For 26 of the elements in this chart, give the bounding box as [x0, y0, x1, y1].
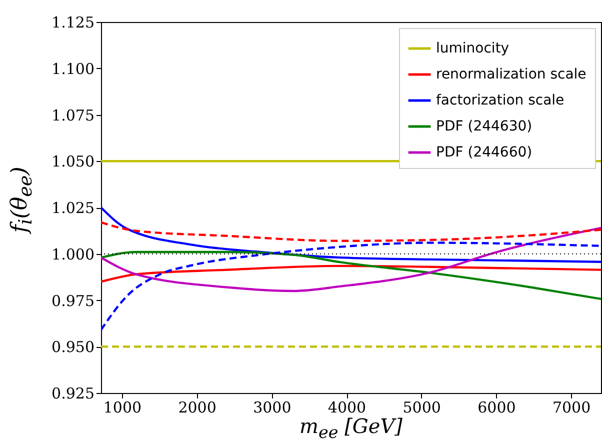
y-tick-label: 0.975 [52, 292, 94, 310]
y-tick-label: 1.100 [52, 60, 94, 78]
x-tick-label: 7000 [552, 398, 591, 416]
legend-label: luminocity [436, 40, 510, 56]
x-tick-label: 6000 [478, 398, 516, 416]
line-series [101, 221, 601, 242]
legend-label: factorization scale [436, 92, 564, 108]
y-tick-label: 1.050 [52, 152, 94, 171]
x-axis-title: m$_{ee}$ [GeV] [300, 414, 402, 442]
y-tick-label: 1.025 [52, 199, 94, 217]
line-series [101, 250, 601, 300]
line-series [101, 226, 601, 292]
line-series [101, 264, 601, 283]
y-tick-label: 1.125 [52, 14, 94, 32]
legend-label: renormalization scale [436, 66, 586, 82]
x-tick-label: 4000 [328, 398, 366, 416]
x-tick-label: 2000 [178, 398, 216, 416]
legend-label: PDF (244660) [436, 144, 532, 160]
y-tick-label: 0.925 [52, 384, 94, 402]
legend-label: PDF (244630) [436, 118, 532, 134]
y-tick-label: 0.950 [52, 338, 94, 356]
x-tick-label: 5000 [402, 398, 441, 416]
x-tick-label: 1000 [103, 398, 142, 416]
y-tick-label: 1.075 [52, 106, 94, 124]
y-tick-label: 1.000 [52, 245, 94, 264]
x-tick-label: 3000 [253, 398, 292, 416]
